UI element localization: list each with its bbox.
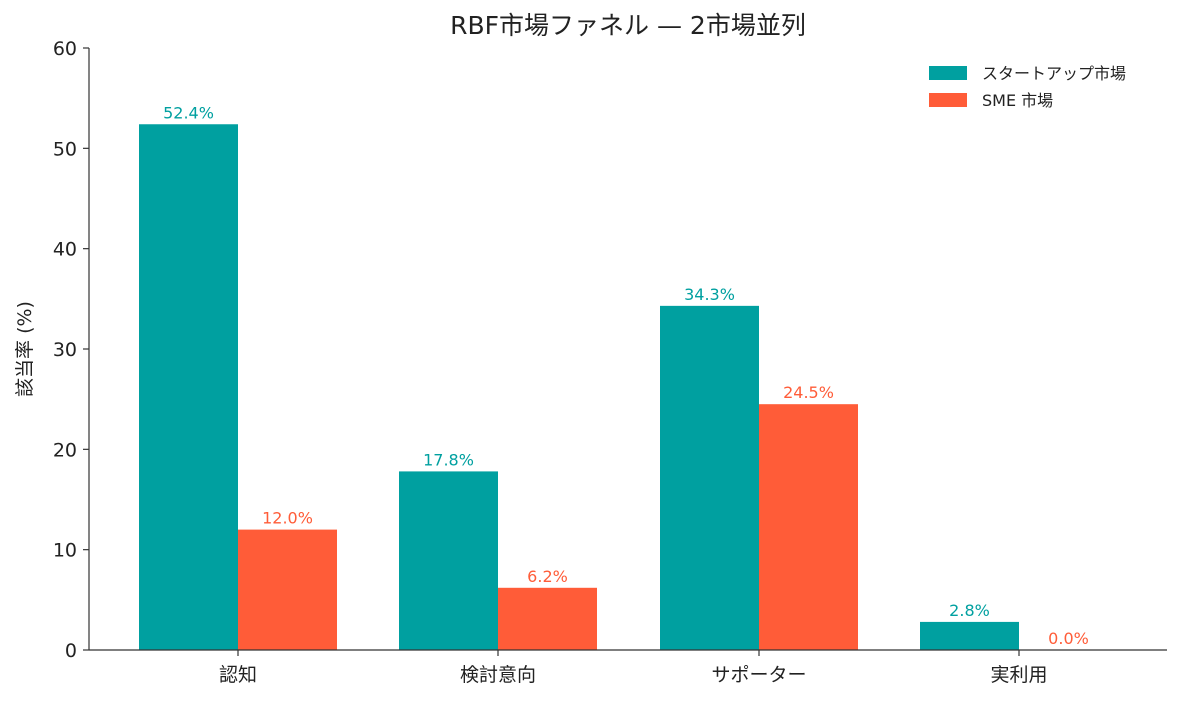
legend-swatch-0 bbox=[929, 66, 967, 80]
y-tick-label: 0 bbox=[65, 640, 77, 662]
legend-label-0: スタートアップ市場 bbox=[982, 64, 1126, 83]
y-tick-label: 50 bbox=[53, 138, 77, 160]
x-tick-label: 検討意向 bbox=[460, 664, 536, 686]
y-axis-label: 該当率 (%) bbox=[14, 301, 36, 397]
data-label-series-0-3: 2.8% bbox=[949, 601, 990, 620]
bar-series-1-0 bbox=[238, 529, 337, 650]
y-tick-label: 30 bbox=[53, 339, 77, 361]
y-tick-label: 10 bbox=[53, 540, 77, 562]
chart-title: RBF市場ファネル — 2市場並列 bbox=[450, 11, 806, 40]
bar-series-0-3 bbox=[920, 621, 1019, 650]
x-tick-label: 実利用 bbox=[990, 664, 1047, 686]
bar-series-0-1 bbox=[399, 471, 498, 650]
legend-label-1: SME 市場 bbox=[982, 91, 1053, 110]
axes-group: 0 10 20 30 40 50 60 認知 検討意向 サポーター 実利用 bbox=[53, 38, 1167, 686]
data-label-series-1-1: 6.2% bbox=[527, 567, 568, 586]
data-label-series-0-0: 52.4% bbox=[163, 103, 214, 122]
bar-series-0-2 bbox=[660, 305, 759, 650]
y-tick-label: 20 bbox=[53, 439, 77, 461]
bar-series-0-0 bbox=[139, 124, 238, 650]
bar-series-1-2 bbox=[759, 404, 858, 650]
data-label-series-0-2: 34.3% bbox=[684, 285, 735, 304]
data-label-series-1-0: 12.0% bbox=[262, 509, 313, 528]
legend-swatch-1 bbox=[929, 93, 967, 107]
x-tick-label: サポーター bbox=[711, 664, 806, 686]
data-label-series-1-3: 0.0% bbox=[1048, 629, 1089, 648]
x-tick-label: 認知 bbox=[219, 664, 257, 686]
data-labels-group: 52.4% 17.8% 34.3% 2.8% 12.0% 6.2% 24.5% 0.0% bbox=[163, 103, 1089, 648]
data-label-series-0-1: 17.8% bbox=[423, 450, 474, 469]
legend: スタートアップ市場 SME 市場 bbox=[929, 64, 1126, 110]
bar-series-1-1 bbox=[498, 587, 597, 650]
bars-group bbox=[139, 124, 1019, 650]
y-tick-label: 60 bbox=[53, 38, 77, 60]
data-label-series-1-2: 24.5% bbox=[783, 383, 834, 402]
y-tick-label: 40 bbox=[53, 239, 77, 261]
